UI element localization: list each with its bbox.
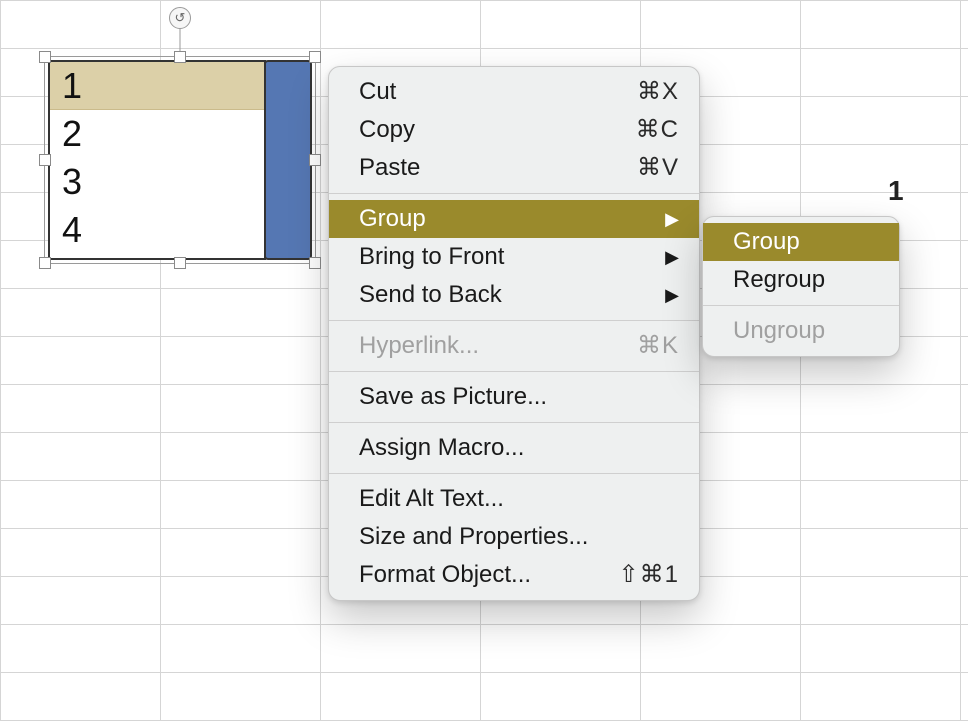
menu-item-label: Hyperlink... bbox=[359, 330, 613, 362]
menu-item-label: Size and Properties... bbox=[359, 521, 679, 553]
menu-item-label: Assign Macro... bbox=[359, 432, 679, 464]
menu-item-shortcut: ⌘X bbox=[637, 76, 679, 108]
menu-item-label: Group bbox=[733, 226, 879, 258]
menu-item-label: Paste bbox=[359, 152, 613, 184]
menu-item-label: Format Object... bbox=[359, 559, 595, 591]
menu-item-bring-to-front[interactable]: Bring to Front ▶ bbox=[329, 238, 699, 276]
resize-handle-bl[interactable] bbox=[39, 257, 51, 269]
resize-handle-br[interactable] bbox=[309, 257, 321, 269]
resize-handle-tm[interactable] bbox=[174, 51, 186, 63]
menu-separator bbox=[329, 193, 699, 194]
resize-handle-mr[interactable] bbox=[309, 154, 321, 166]
menu-item-label: Save as Picture... bbox=[359, 381, 679, 413]
chevron-right-icon: ▶ bbox=[665, 279, 679, 311]
resize-handle-tr[interactable] bbox=[309, 51, 321, 63]
chevron-right-icon: ▶ bbox=[665, 241, 679, 273]
grid-corner-marker: 1 bbox=[888, 175, 904, 207]
menu-item-label: Group bbox=[359, 203, 641, 235]
resize-handle-tl[interactable] bbox=[39, 51, 51, 63]
group-submenu[interactable]: Group Regroup Ungroup bbox=[702, 216, 900, 357]
submenu-item-group[interactable]: Group bbox=[703, 223, 899, 261]
menu-item-label: Send to Back bbox=[359, 279, 641, 311]
menu-item-label: Regroup bbox=[733, 264, 879, 296]
rotate-icon: ↺ bbox=[175, 10, 186, 26]
menu-item-copy[interactable]: Copy ⌘C bbox=[329, 111, 699, 149]
menu-item-group[interactable]: Group ▶ bbox=[329, 200, 699, 238]
resize-handle-ml[interactable] bbox=[39, 154, 51, 166]
menu-item-send-to-back[interactable]: Send to Back ▶ bbox=[329, 276, 699, 314]
submenu-item-regroup[interactable]: Regroup bbox=[703, 261, 899, 299]
menu-separator bbox=[703, 305, 899, 306]
menu-item-shortcut: ⇧⌘1 bbox=[619, 559, 679, 591]
menu-item-paste[interactable]: Paste ⌘V bbox=[329, 149, 699, 187]
menu-item-format-object[interactable]: Format Object... ⇧⌘1 bbox=[329, 556, 699, 594]
menu-item-size-and-properties[interactable]: Size and Properties... bbox=[329, 518, 699, 556]
submenu-item-ungroup: Ungroup bbox=[703, 312, 899, 350]
resize-handle-bm[interactable] bbox=[174, 257, 186, 269]
chevron-right-icon: ▶ bbox=[665, 203, 679, 235]
menu-separator bbox=[329, 473, 699, 474]
context-menu[interactable]: Cut⌘XCopy⌘CPaste⌘VGroup▶Bring to Front▶S… bbox=[328, 66, 700, 601]
menu-item-assign-macro[interactable]: Assign Macro... bbox=[329, 429, 699, 467]
menu-item-shortcut: ⌘K bbox=[637, 330, 679, 362]
menu-item-save-as-picture[interactable]: Save as Picture... bbox=[329, 378, 699, 416]
menu-item-shortcut: ⌘V bbox=[637, 152, 679, 184]
menu-item-label: Copy bbox=[359, 114, 612, 146]
menu-item-edit-alt-text[interactable]: Edit Alt Text... bbox=[329, 480, 699, 518]
menu-item-label: Ungroup bbox=[733, 315, 879, 347]
rotation-handle[interactable]: ↺ bbox=[169, 7, 191, 29]
menu-item-cut[interactable]: Cut ⌘X bbox=[329, 73, 699, 111]
menu-separator bbox=[329, 371, 699, 372]
menu-item-shortcut: ⌘C bbox=[636, 114, 679, 146]
menu-item-hyperlink: Hyperlink... ⌘K bbox=[329, 327, 699, 365]
menu-item-label: Cut bbox=[359, 76, 613, 108]
selection-bounding-box[interactable]: ↺ bbox=[44, 56, 316, 264]
menu-item-label: Bring to Front bbox=[359, 241, 641, 273]
menu-item-label: Edit Alt Text... bbox=[359, 483, 679, 515]
menu-separator bbox=[329, 320, 699, 321]
menu-separator bbox=[329, 422, 699, 423]
